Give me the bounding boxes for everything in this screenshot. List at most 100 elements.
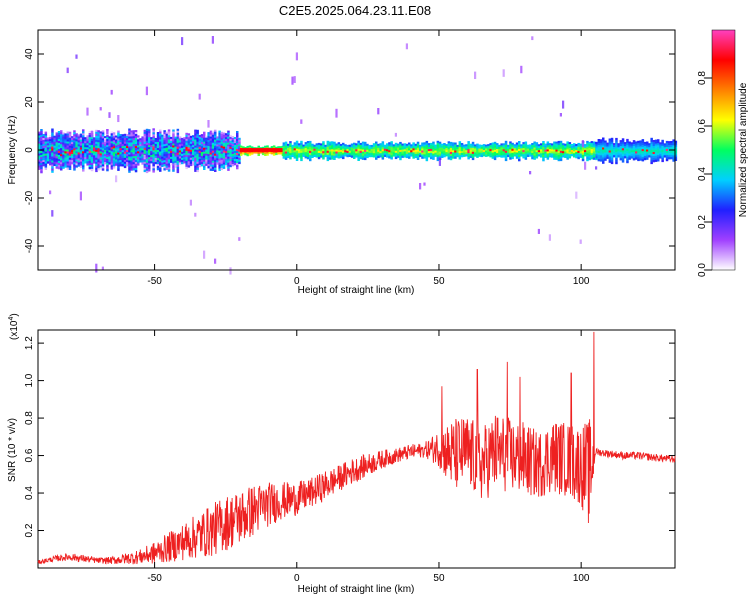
spectrogram-cell <box>194 145 197 148</box>
spectrogram-cell <box>42 162 45 165</box>
spectrogram-cell <box>425 142 429 146</box>
spectrogram-cell <box>421 142 424 145</box>
spectrogram-cell <box>641 145 645 148</box>
spectrogram-cell <box>181 137 184 141</box>
spectrogram-cell <box>460 155 464 158</box>
spectrogram-cell <box>520 150 523 153</box>
spectrogram-cell <box>145 164 149 168</box>
spectrogram-cell <box>441 147 444 150</box>
spectrogram-cell <box>229 142 232 146</box>
spectrogram-cell <box>626 160 629 164</box>
spectrogram-cell <box>112 138 116 141</box>
spectrogram-cell <box>229 160 232 164</box>
spectrogram-cell <box>172 139 175 142</box>
spectrogram-cell <box>222 152 226 155</box>
spectrogram-cell <box>309 152 312 156</box>
spectrogram-cell <box>198 164 202 168</box>
spectrogram-cell <box>152 158 155 161</box>
spectrogram-cell <box>79 147 83 150</box>
spectrogram-cell <box>602 141 605 144</box>
spectrogram-cell <box>189 135 193 139</box>
spectrogram-cell <box>282 156 286 159</box>
spectrogram-cell <box>542 149 545 152</box>
spectrogram-cell <box>482 148 486 151</box>
spectrogram-cell <box>62 144 65 147</box>
spectrogram-cell <box>207 144 210 147</box>
spectrogram-cell <box>639 158 642 161</box>
spectrogram-cell <box>73 160 76 163</box>
spectrogram-cell <box>161 146 164 149</box>
spectrogram-cell <box>498 146 501 150</box>
spectrogram-cell <box>71 148 74 151</box>
spectrogram-cell <box>502 151 506 154</box>
spectrogram-cell <box>53 163 56 166</box>
spectrogram-cell <box>309 142 312 146</box>
spectrogram-cell <box>355 145 358 148</box>
spectrogram-cell <box>172 167 175 170</box>
spectrogram-cell <box>553 141 556 144</box>
spectrogram-cell <box>57 153 61 156</box>
spectrogram-cell <box>575 146 578 149</box>
spectrogram-cell <box>665 156 669 160</box>
spectrogram-cell <box>414 155 418 159</box>
spectrogram-cell <box>51 130 54 133</box>
spectrogram-cell <box>159 161 162 164</box>
spectrogram-cell <box>313 148 316 151</box>
spectrogram-cell <box>661 157 664 161</box>
spectrogram-cell <box>156 166 160 169</box>
spectrogram-cell <box>216 152 219 155</box>
spectrogram-cell <box>480 148 484 152</box>
spectrogram-cell <box>53 135 56 138</box>
spectrogram-cell <box>646 157 649 160</box>
spectrogram-cell <box>88 141 92 144</box>
spectrogram-cell <box>209 144 213 147</box>
spectrogram-cell <box>170 138 173 142</box>
spectrogram-cell <box>663 151 667 154</box>
spectrogram-cell <box>95 157 98 161</box>
spectrogram-cell <box>93 143 96 146</box>
spectrogram-cell <box>236 165 239 168</box>
spectrogram-cell <box>608 154 612 157</box>
spectrogram-cell <box>511 152 514 156</box>
spectrogram-cell <box>194 131 197 134</box>
spectrogram-cell <box>306 143 310 146</box>
x-tick-label: 50 <box>433 276 445 287</box>
spectrogram-cell <box>130 162 133 165</box>
spectrogram-cell <box>134 164 138 167</box>
spectrogram-cell <box>564 143 567 146</box>
spectrogram-cell <box>227 152 230 155</box>
spectrogram-cell <box>88 159 92 162</box>
spectrogram-cell <box>416 155 420 158</box>
spectrogram-cell <box>161 152 164 155</box>
spectrogram-cell <box>64 133 67 136</box>
spectrogram-cell <box>557 152 561 156</box>
spectrogram-cell <box>214 129 217 132</box>
spectrogram-cell <box>438 145 442 148</box>
spectrogram-cell <box>646 147 649 150</box>
spectrogram-cell <box>348 150 352 153</box>
spectrogram-cell <box>542 145 545 148</box>
spectrogram-cell <box>529 148 532 151</box>
spectrogram-cell <box>480 154 484 158</box>
spectrogram-cell <box>209 136 213 139</box>
spectrogram-cell <box>130 168 133 171</box>
spectrogram-cell <box>95 141 98 145</box>
spectrogram-cell <box>108 148 111 151</box>
spectrogram-cell <box>621 152 625 155</box>
spectrogram-cell <box>535 144 539 147</box>
spectrogram-cell <box>298 155 301 158</box>
spectrogram-cell <box>101 130 105 133</box>
spectrogram-cell <box>126 144 129 147</box>
spectrogram-noise <box>520 65 523 74</box>
spectrogram-cell <box>178 138 182 141</box>
spectrogram-cell <box>152 130 155 133</box>
spectrogram-cell <box>66 141 70 144</box>
spectrogram-cell <box>300 156 303 160</box>
spectrogram-cell <box>88 165 92 168</box>
spectrogram-cell <box>86 159 89 162</box>
spectrogram-cell <box>222 142 226 145</box>
spectrogram-cell <box>46 141 50 144</box>
spectrogram-cell <box>562 153 565 156</box>
spectrogram-cell <box>203 135 206 138</box>
spectrogram-cell <box>176 130 180 134</box>
